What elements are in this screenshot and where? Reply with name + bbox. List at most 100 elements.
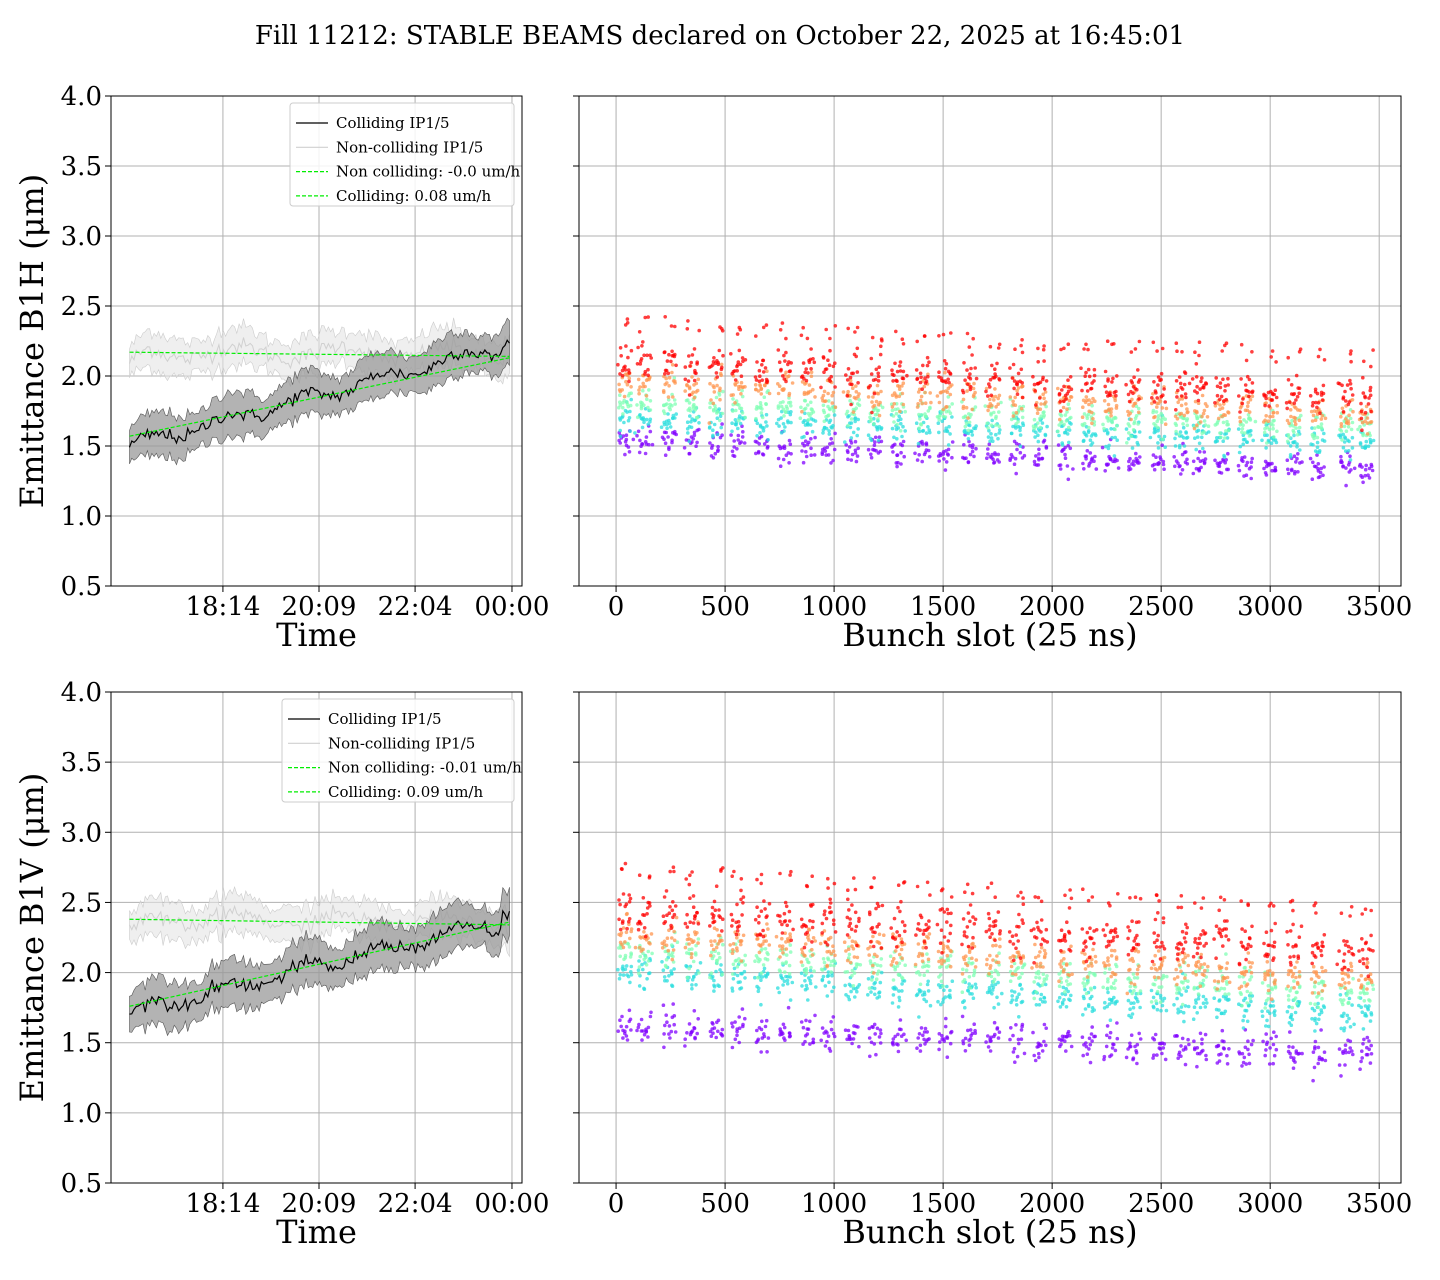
scatter-point <box>854 354 858 359</box>
scatter-point <box>662 437 666 442</box>
scatter-point <box>1106 402 1111 407</box>
scatter-point <box>1226 411 1231 415</box>
scatter-point <box>832 963 836 968</box>
scatter-point <box>784 453 789 458</box>
scatter-point <box>1133 949 1137 953</box>
scatter-point <box>693 914 697 918</box>
scatter-point <box>1247 410 1252 414</box>
scatter-point <box>624 1034 629 1038</box>
scatter-point <box>1109 974 1113 979</box>
scatter-point <box>669 324 674 328</box>
scatter-point <box>1133 401 1138 406</box>
scatter-point <box>1349 468 1353 472</box>
scatter-point <box>672 967 676 971</box>
scatter-point <box>739 897 743 902</box>
scatter-point <box>1220 1028 1225 1033</box>
scatter-point <box>915 339 919 344</box>
scatter-point <box>1245 946 1250 950</box>
scatter-point <box>876 391 881 396</box>
scatter-point <box>1348 458 1353 462</box>
scatter-point <box>1019 890 1023 895</box>
scatter-point <box>1350 446 1355 450</box>
scatter-point <box>896 905 900 910</box>
scatter-point <box>1198 966 1202 970</box>
scatter-point <box>1237 974 1242 979</box>
scatter-point <box>1216 416 1221 421</box>
scatter-point <box>687 966 691 971</box>
scatter-point <box>876 940 881 945</box>
scatter-point <box>1347 439 1351 444</box>
scatter-point <box>869 372 874 376</box>
scatter-point <box>1202 461 1207 466</box>
scatter-point <box>1069 896 1074 901</box>
scatter-point <box>1220 979 1225 983</box>
scatter-point <box>739 877 744 881</box>
scatter-point <box>1242 418 1246 422</box>
scatter-point <box>1194 362 1199 366</box>
scatter-point <box>717 348 722 353</box>
scatter-point <box>811 919 815 924</box>
scatter-point <box>1180 929 1185 934</box>
scatter-point <box>1125 991 1130 996</box>
scatter-point <box>879 337 884 341</box>
scatter-point <box>1012 386 1016 391</box>
scatter-point <box>967 439 971 444</box>
scatter-point <box>1350 398 1355 402</box>
scatter-point <box>784 904 789 909</box>
scatter-point <box>1093 399 1097 404</box>
scatter-point <box>1178 381 1183 386</box>
y-tick-label: 0.5 <box>61 572 102 602</box>
scatter-point <box>688 409 693 413</box>
scatter-point <box>801 1025 806 1030</box>
scatter-point <box>1017 953 1021 957</box>
scatter-point <box>620 415 624 420</box>
scatter-point <box>1213 458 1217 463</box>
scatter-point <box>1080 1035 1085 1039</box>
scatter-point <box>696 1017 700 1021</box>
scatter-point <box>757 914 761 919</box>
scatter-point <box>627 376 632 381</box>
scatter-point <box>946 447 951 452</box>
scatter-point <box>767 902 772 906</box>
scatter-point <box>1087 1036 1092 1041</box>
scatter-point <box>1014 933 1018 937</box>
scatter-point <box>636 968 641 972</box>
scatter-point <box>1195 391 1199 395</box>
scatter-point <box>821 974 826 979</box>
scatter-point <box>1348 382 1353 386</box>
scatter-point <box>1112 995 1116 1000</box>
scatter-point <box>963 890 967 894</box>
scatter-point <box>988 397 992 402</box>
scatter-point <box>1160 1003 1165 1008</box>
scatter-point <box>828 897 832 902</box>
scatter-point <box>1135 387 1139 392</box>
scatter-point <box>1312 436 1316 441</box>
scatter-point <box>764 323 769 327</box>
scatter-point <box>891 978 896 982</box>
scatter-point <box>664 957 669 962</box>
scatter-point <box>852 876 856 880</box>
scatter-point <box>866 433 871 438</box>
scatter-point <box>832 881 837 886</box>
y-tick-label: 2.0 <box>61 959 102 989</box>
scatter-point <box>621 405 625 410</box>
scatter-point <box>848 425 853 430</box>
scatter-point <box>856 1025 860 1029</box>
scatter-point <box>993 895 997 899</box>
scatter-point <box>1272 1030 1276 1034</box>
scatter-point <box>665 979 669 983</box>
scatter-point <box>1135 972 1140 976</box>
scatter-point <box>1196 992 1201 996</box>
scatter-point <box>1090 421 1094 426</box>
scatter-point <box>673 904 678 908</box>
scatter-point <box>827 905 832 910</box>
scatter-point <box>690 440 694 444</box>
scatter-point <box>992 398 996 402</box>
scatter-point <box>1068 888 1072 892</box>
scatter-point <box>845 958 850 963</box>
scatter-point <box>831 390 836 395</box>
scatter-point <box>1239 342 1244 347</box>
scatter-point <box>1115 438 1119 443</box>
scatter-point <box>1018 428 1022 433</box>
